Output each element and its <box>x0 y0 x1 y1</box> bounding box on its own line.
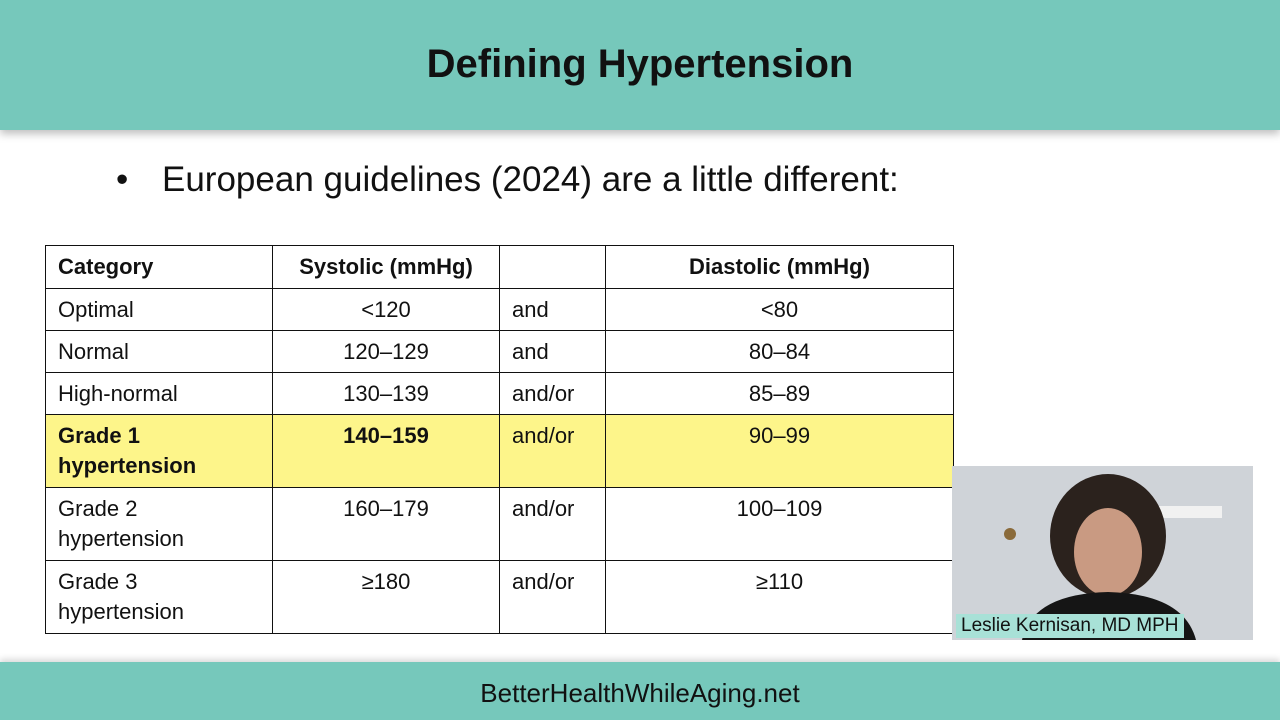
table-cell: 100–109 <box>605 487 954 561</box>
table-cell: and/or <box>499 487 606 561</box>
speaker-caption: Leslie Kernisan, MD MPH <box>956 614 1184 638</box>
cell-text: ≥110 <box>755 569 804 594</box>
header-band: Defining Hypertension <box>0 0 1280 130</box>
table-cell: and <box>499 288 606 331</box>
cell-text: and/or <box>512 496 575 521</box>
cell-text: Grade 1 hypertension <box>58 423 197 478</box>
table-cell: 160–179 <box>272 487 500 561</box>
footer-band: BetterHealthWhileAging.net <box>0 662 1280 720</box>
cell-text: Grade 2 hypertension <box>58 496 184 551</box>
cell-text: 85–89 <box>748 381 811 406</box>
table-row: Grade 2 hypertension 160–179 and/or 100–109 <box>45 487 954 561</box>
cell-text: and/or <box>512 569 575 594</box>
cell-text: High-normal <box>58 381 178 406</box>
table-row: Grade 1 hypertension 140–159 and/or 90–99 <box>45 414 954 488</box>
table-cell: Grade 1 hypertension <box>45 414 273 488</box>
table-cell: <120 <box>272 288 500 331</box>
table-row: Optimal <120 and <80 <box>45 288 954 331</box>
cell-text: and/or <box>512 423 575 448</box>
table-cell: and/or <box>499 560 606 634</box>
cell-text: ≥180 <box>361 569 411 594</box>
cell-text: and/or <box>512 381 575 406</box>
bp-table: Category Systolic (mmHg) Diastolic (mmHg) O… <box>45 245 954 634</box>
header-cell <box>499 245 606 289</box>
bullet-dot: • <box>116 160 129 199</box>
cell-text: <120 <box>361 297 411 322</box>
table-row: Grade 3 hypertension ≥180 and/or ≥110 <box>45 560 954 634</box>
header-cell: Category <box>45 245 273 289</box>
footer-text: BetterHealthWhileAging.net <box>480 678 800 708</box>
table-cell: 90–99 <box>605 414 954 488</box>
table-cell: Grade 3 hypertension <box>45 560 273 634</box>
cell-text: <80 <box>760 297 799 322</box>
bullet-text: European guidelines (2024) are a little … <box>162 160 899 199</box>
cell-text: 120–129 <box>343 339 429 364</box>
cell-text: 80–84 <box>748 339 811 364</box>
cell-text: 160–179 <box>343 496 429 521</box>
table-body: Optimal <120 and <80 Normal 120–129 and 80–84 Hi… <box>45 288 954 634</box>
table-cell: 140–159 <box>272 414 500 488</box>
table-cell: ≥110 <box>605 560 954 634</box>
cell-text: 100–109 <box>736 496 823 521</box>
table-cell: 80–84 <box>605 330 954 373</box>
header-row: Category Systolic (mmHg) Diastolic (mmHg) <box>45 245 954 289</box>
table-cell: 120–129 <box>272 330 500 373</box>
cell-text: and <box>512 297 549 322</box>
table-cell: 130–139 <box>272 372 500 415</box>
cell-text: Normal <box>58 339 129 364</box>
table-cell: and/or <box>499 414 606 488</box>
table-cell: High-normal <box>45 372 273 415</box>
table-cell: Optimal <box>45 288 273 331</box>
cell-text: Optimal <box>58 297 134 322</box>
table-cell: ≥180 <box>272 560 500 634</box>
cell-text: 90–99 <box>748 423 811 448</box>
table-cell: and/or <box>499 372 606 415</box>
table-cell: Normal <box>45 330 273 373</box>
bullet-item: • European guidelines (2024) are a little… <box>116 160 899 200</box>
cell-text: and <box>512 339 549 364</box>
header-cell: Systolic (mmHg) <box>272 245 500 289</box>
table-row: Normal 120–129 and 80–84 <box>45 330 954 373</box>
table-row: High-normal 130–139 and/or 85–89 <box>45 372 954 415</box>
cell-text: Grade 3 hypertension <box>58 569 184 624</box>
table-cell: 85–89 <box>605 372 954 415</box>
table-cell: Grade 2 hypertension <box>45 487 273 561</box>
cell-text: 130–139 <box>343 381 429 406</box>
table-cell: <80 <box>605 288 954 331</box>
header-cell: Diastolic (mmHg) <box>605 245 954 289</box>
table-cell: and <box>499 330 606 373</box>
cell-text: 140–159 <box>343 423 429 448</box>
title: Defining Hypertension <box>426 42 854 86</box>
